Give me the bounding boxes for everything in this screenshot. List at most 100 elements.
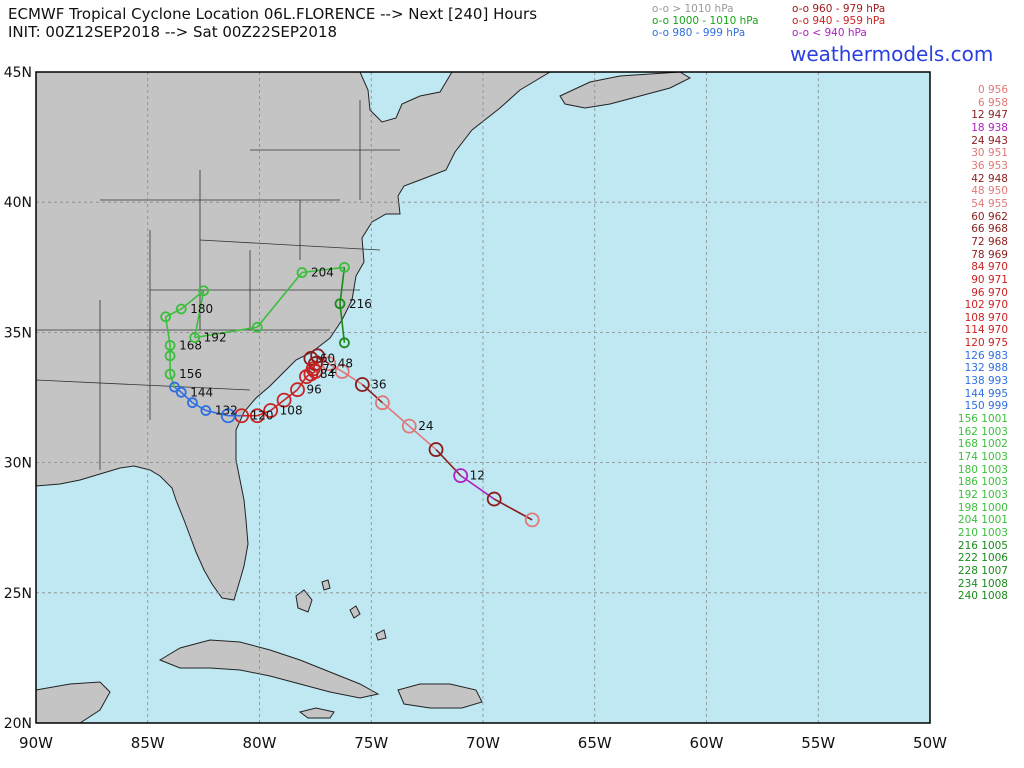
pressure-entry: 156 1001 — [957, 413, 1008, 426]
track-label-192: 192 — [204, 331, 227, 345]
track-point-180 — [175, 303, 187, 315]
track-segment-96 — [296, 376, 308, 391]
map-frame — [35, 71, 931, 724]
track-segment-204 — [256, 272, 303, 328]
pressure-entry: 168 1002 — [957, 438, 1008, 451]
track-point-102 — [276, 392, 292, 408]
pressure-entry: 108 970 — [964, 311, 1008, 324]
axis-labels: 90W 85W 80W 75W 70W 65W 60W 55W 50W 20N 25N 30N 35N 4… — [4, 65, 947, 752]
pressure-entry: 180 1003 — [957, 463, 1008, 476]
lat-tick-25N: 25N — [4, 586, 32, 602]
track-segment-102 — [283, 389, 298, 401]
track-point-54 — [310, 348, 326, 364]
track-label-144: 144 — [190, 385, 213, 399]
legend-gt1010: o-o > 1010 hPa — [652, 3, 734, 15]
pressure-entry: 132 988 — [964, 362, 1008, 375]
track-label-12: 12 — [470, 469, 485, 483]
border-line-1 — [35, 379, 251, 391]
track-point-168 — [164, 340, 176, 351]
track-label-72: 72 — [322, 362, 337, 376]
track-label-156: 156 — [179, 367, 202, 381]
brand-watermark: weathermodels.com — [790, 42, 994, 66]
hispaniola — [397, 683, 483, 709]
lon-tick-85W: 85W — [131, 734, 165, 752]
pressure-entry: 78 969 — [971, 248, 1008, 261]
legend-lt940: o-o < 940 hPa — [792, 27, 867, 39]
track-label-84: 84 — [320, 367, 335, 381]
lat-tick-35N: 35N — [4, 325, 32, 341]
legend-1000-1010: o-o 1000 - 1010 hPa — [652, 15, 759, 27]
lat-tick-30N: 30N — [4, 456, 32, 472]
border-line-3 — [199, 239, 381, 251]
pressure-entry: 186 1003 — [957, 476, 1008, 489]
pressure-entry: 216 1005 — [957, 539, 1008, 552]
track-point-216 — [334, 298, 346, 310]
pressure-entry: 66 968 — [971, 223, 1008, 236]
track-label-96: 96 — [306, 383, 321, 397]
pressure-entry: 12 947 — [971, 109, 1008, 122]
track-segment-48 — [328, 362, 343, 373]
lat-tick-45N: 45N — [4, 65, 32, 81]
track-point-0 — [524, 512, 540, 528]
track-segment-138 — [192, 402, 207, 412]
lat-tick-20N: 20N — [4, 716, 32, 732]
lon-tick-90W: 90W — [19, 734, 53, 752]
track-point-42 — [334, 364, 350, 379]
state-borders — [35, 100, 400, 470]
track-point-90 — [299, 369, 314, 385]
track-point-192 — [189, 332, 201, 344]
pressure-entry: 222 1006 — [957, 552, 1008, 565]
pressure-entry: 18 938 — [971, 121, 1008, 134]
lat-lon-grid — [36, 72, 930, 723]
track-point-204 — [296, 267, 308, 278]
track-point-6 — [486, 491, 502, 507]
pressure-entry: 210 1003 — [957, 526, 1008, 539]
pressure-entry: 102 970 — [964, 299, 1008, 312]
lon-tick-65W: 65W — [578, 734, 612, 752]
track-point-96 — [290, 382, 305, 398]
pressure-entry: 228 1007 — [957, 564, 1008, 577]
pressure-entry: 96 970 — [971, 286, 1008, 299]
track-segment-198 — [194, 326, 258, 339]
lon-tick-75W: 75W — [354, 734, 388, 752]
legend-980-999: o-o 980 - 999 hPa — [652, 27, 746, 39]
pressure-entry: 0 956 — [977, 84, 1008, 96]
track-label-120: 120 — [251, 409, 274, 423]
nova-scotia — [559, 71, 692, 109]
track-point-132 — [200, 405, 212, 416]
pressure-entry: 174 1003 — [957, 451, 1008, 464]
track-point-126 — [220, 408, 236, 424]
track-point-210 — [339, 261, 350, 273]
track-segment-180 — [165, 308, 182, 318]
track-label-36: 36 — [371, 377, 386, 391]
track-label-132: 132 — [215, 404, 238, 418]
track-label-48: 48 — [338, 357, 353, 371]
pressure-entry: 84 970 — [971, 261, 1008, 274]
track-point-18 — [428, 442, 444, 457]
track-point-222 — [339, 337, 350, 349]
track-point-198 — [251, 321, 263, 333]
track-segment-192 — [193, 290, 205, 338]
pressure-entry: 120 975 — [964, 337, 1008, 350]
track-point-162 — [164, 350, 176, 362]
track-label-180: 180 — [190, 302, 213, 316]
cuba — [158, 639, 380, 699]
track-label-204: 204 — [311, 266, 334, 280]
track-label-24: 24 — [418, 419, 433, 433]
track-point-12 — [453, 468, 469, 484]
track-label-108: 108 — [280, 404, 303, 418]
pressure-entry: 204 1001 — [957, 514, 1008, 527]
pressure-entry: 234 1008 — [957, 577, 1008, 590]
pressure-list: 0 956 6 958 12 947 18 938 24 943 30 951 36 953… — [950, 84, 1008, 603]
pressure-entry: 36 953 — [971, 159, 1008, 172]
pressure-entry: 162 1003 — [957, 425, 1008, 438]
pressure-entry: 198 1000 — [957, 501, 1008, 514]
pressure-entry: 54 955 — [971, 197, 1008, 210]
track-segment-216 — [339, 267, 346, 304]
pressure-entry: 192 1003 — [957, 489, 1008, 501]
track-segment-222 — [339, 303, 346, 343]
track-point-150 — [169, 381, 180, 393]
track-point-114 — [249, 408, 265, 424]
track-segment-42 — [341, 370, 363, 386]
track-segment-108 — [270, 399, 285, 412]
